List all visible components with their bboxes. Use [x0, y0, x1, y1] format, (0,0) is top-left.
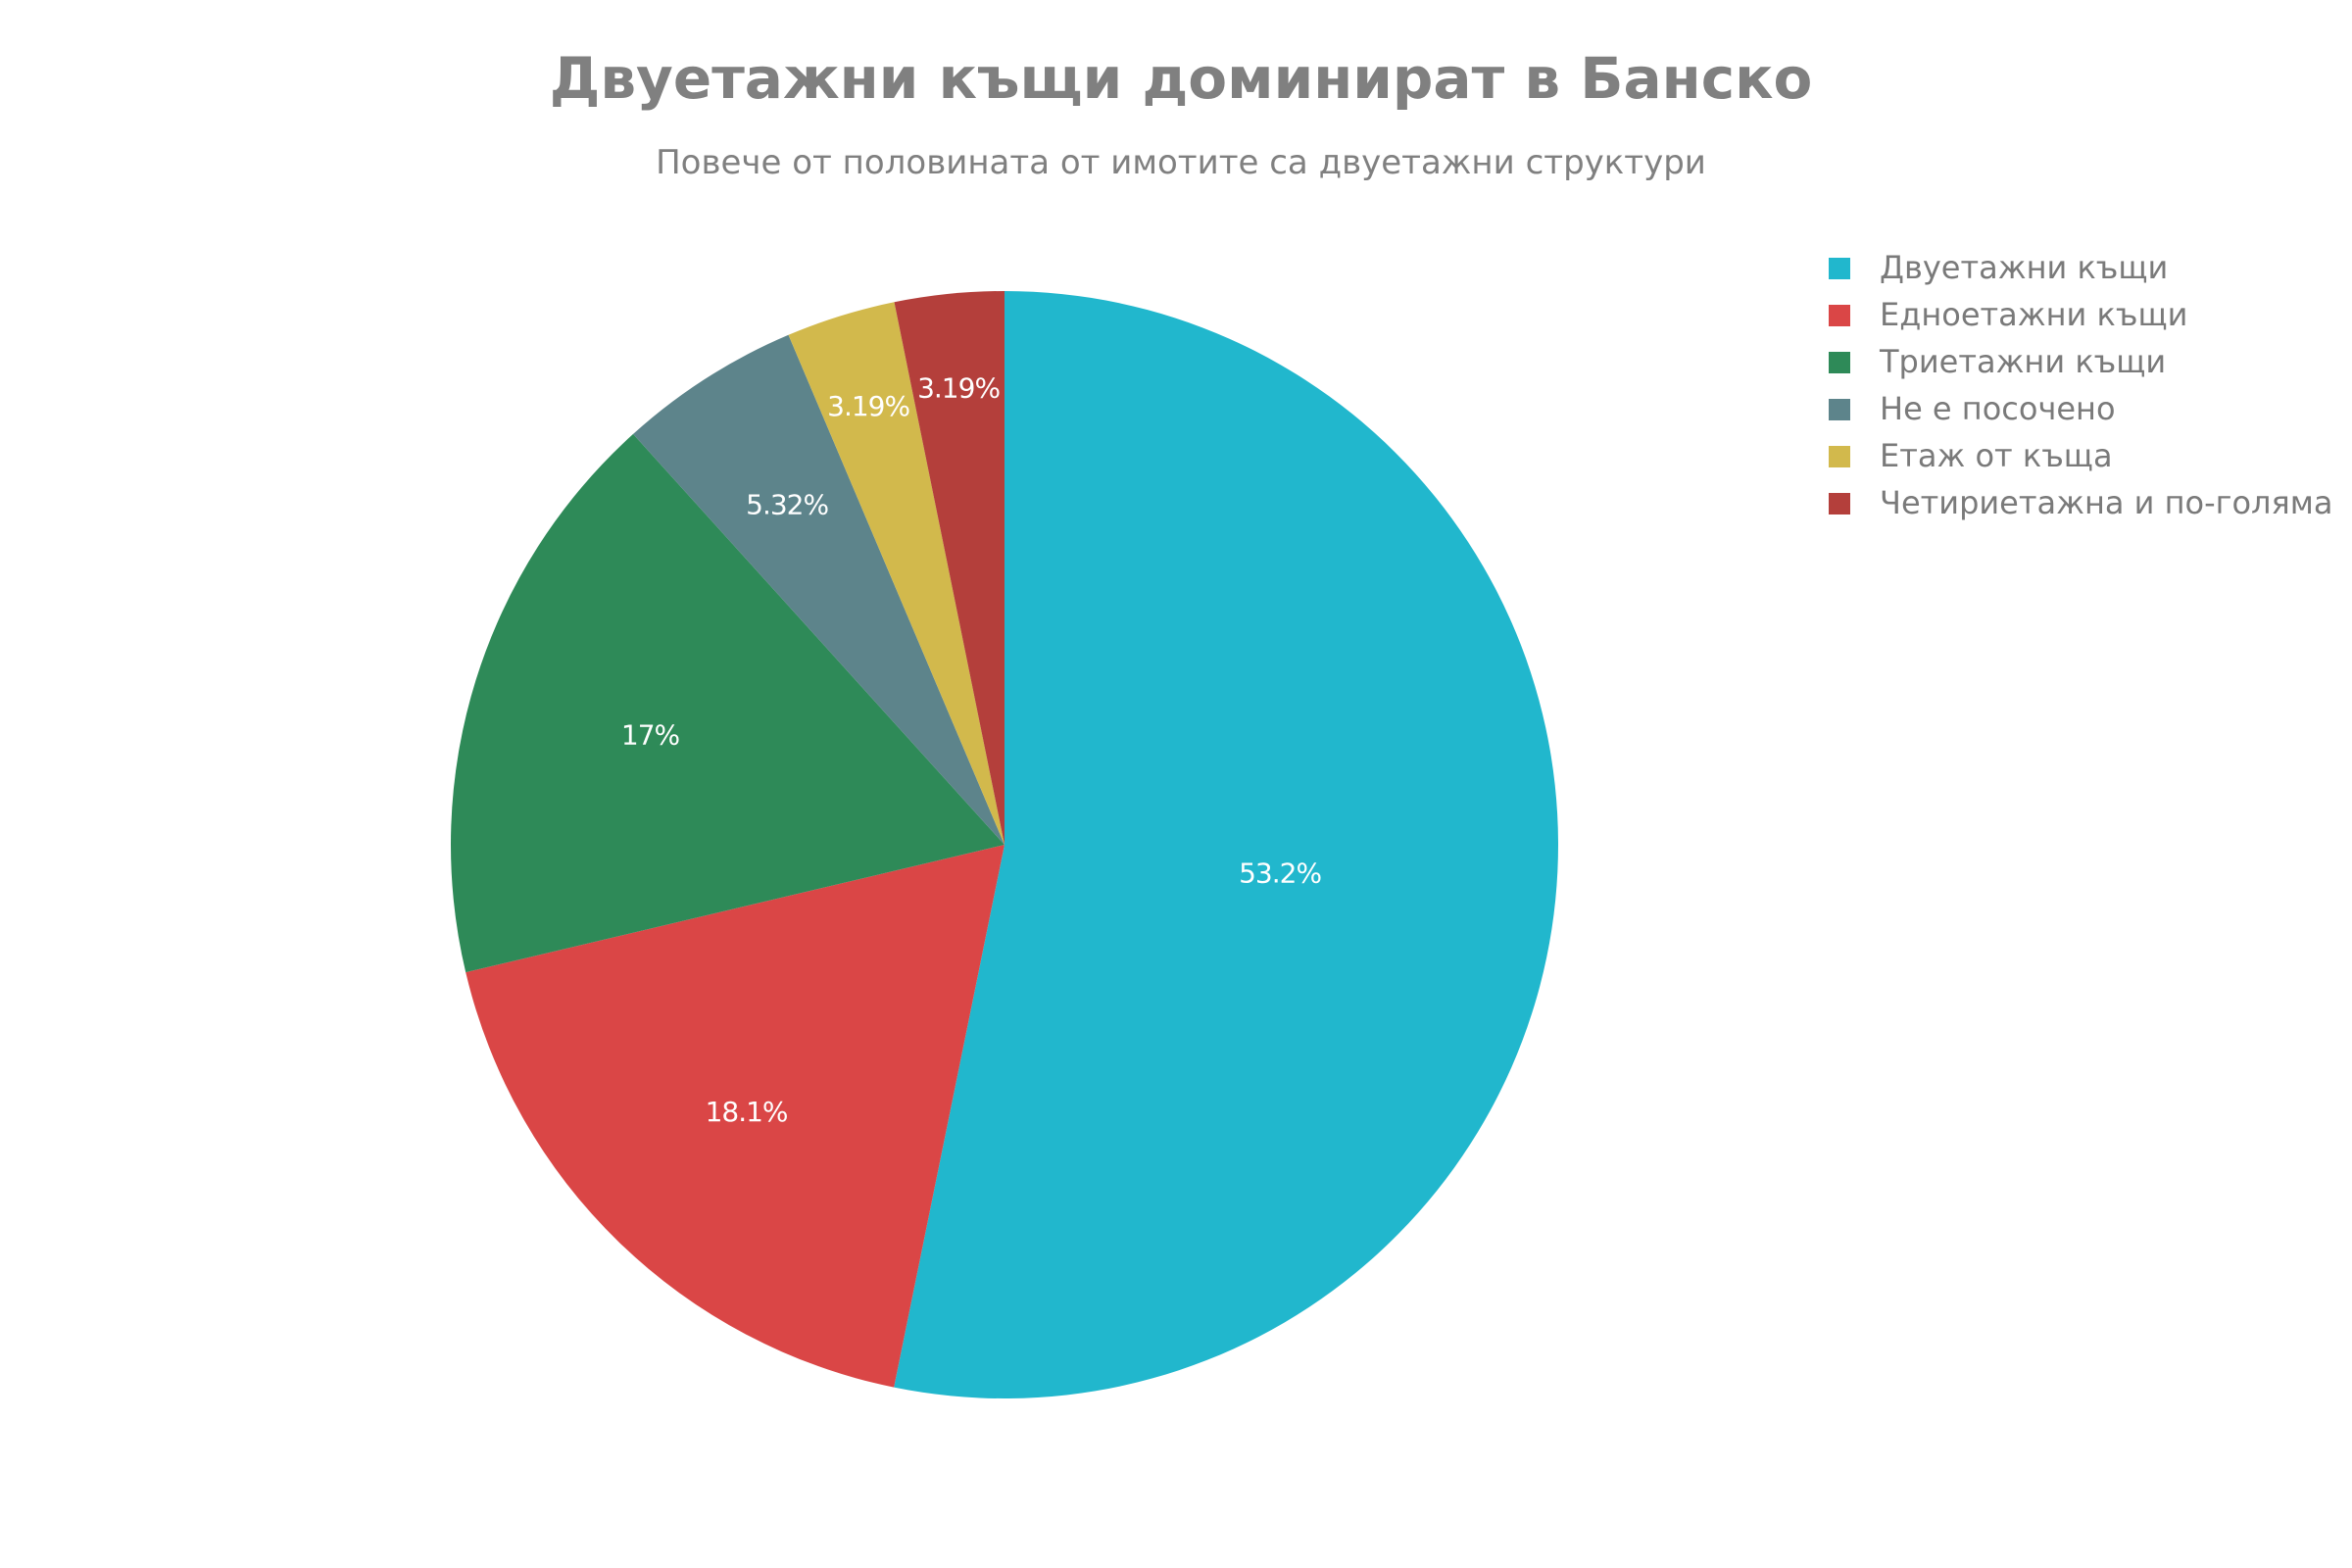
legend-item-4[interactable]: Не е посочено	[1829, 390, 2116, 427]
slice-labels: 53.2% 18.1% 17% 5.32% 3.19%3.19%	[621, 371, 1323, 1128]
slice-1-label: 53.2%	[1239, 857, 1321, 889]
legend-label: Двуетажни къщи	[1880, 249, 2168, 286]
legend-swatch	[1829, 258, 1850, 279]
legend-swatch	[1829, 446, 1850, 467]
legend-label: Триетажни къщи	[1879, 343, 2166, 380]
legend-swatch	[1829, 352, 1850, 373]
slice-2-label: 18.1%	[706, 1096, 788, 1128]
legend: Двуетажни къщи Едноетажни къщи Триетажни к…	[1829, 249, 2333, 521]
pie-slices	[451, 291, 1558, 1398]
slice-5-wedge	[788, 302, 1004, 845]
legend-item-3[interactable]: Триетажни къщи	[1829, 343, 2166, 380]
slice-6-label: 3.19%	[917, 371, 1000, 404]
slice-6-wedge	[894, 291, 1004, 845]
slice-1-wedge	[894, 291, 1558, 1398]
legend-label: Едноетажни къщи	[1880, 296, 2187, 333]
legend-label: Четириетажна и по-голяма	[1880, 484, 2333, 521]
legend-label: Етаж от къща	[1880, 437, 2113, 474]
legend-swatch	[1829, 305, 1850, 326]
legend-item-1[interactable]: Двуетажни къщи	[1829, 249, 2168, 286]
slice-5-label: 3.19%	[827, 390, 909, 422]
legend-swatch	[1829, 399, 1850, 420]
chart-subtitle: Повече от половината от имотите са двует…	[656, 143, 1706, 182]
legend-swatch	[1829, 493, 1850, 514]
legend-item-5[interactable]: Етаж от къща	[1829, 437, 2113, 474]
chart-title: Двуетажни къщи доминират в Банско	[550, 45, 1813, 112]
legend-label: Не е посочено	[1880, 390, 2116, 427]
slice-4-label: 5.32%	[746, 488, 828, 520]
slice-3-wedge	[451, 433, 1004, 973]
legend-item-6[interactable]: Четириетажна и по-голяма	[1829, 484, 2333, 521]
slice-3-label: 17%	[621, 719, 680, 752]
legend-item-2[interactable]: Едноетажни къщи	[1829, 296, 2187, 333]
slice-4-wedge	[633, 334, 1004, 846]
slice-2-wedge	[466, 845, 1004, 1388]
